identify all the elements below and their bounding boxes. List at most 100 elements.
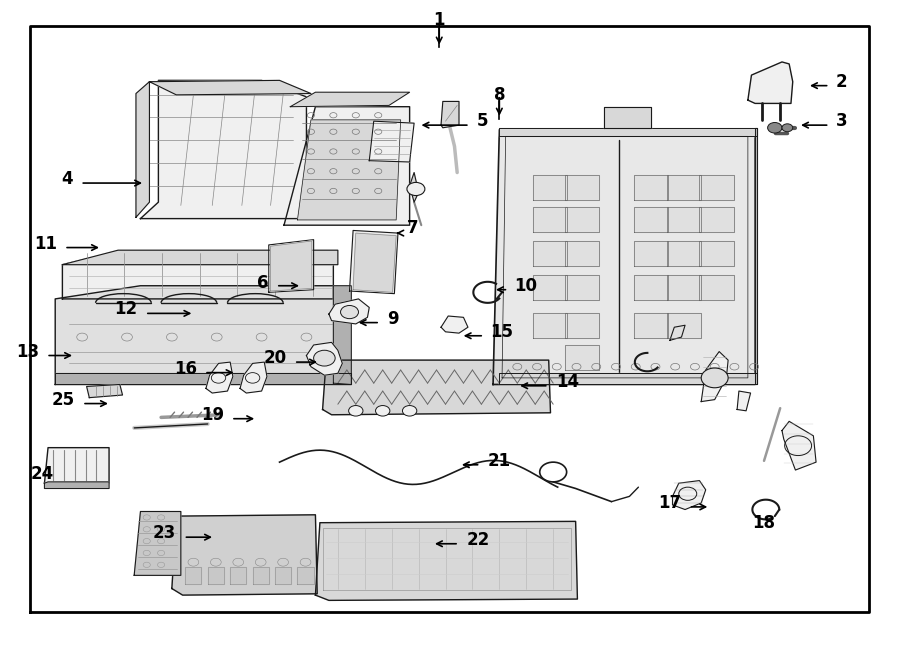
Polygon shape (533, 207, 567, 232)
Polygon shape (328, 299, 369, 324)
Polygon shape (441, 316, 468, 333)
Polygon shape (755, 128, 757, 385)
Text: 25: 25 (52, 391, 75, 408)
Polygon shape (136, 82, 149, 217)
Circle shape (340, 305, 358, 319)
Text: 4: 4 (61, 170, 73, 188)
Polygon shape (500, 373, 757, 385)
Polygon shape (240, 362, 267, 393)
Polygon shape (44, 447, 109, 483)
Polygon shape (667, 241, 701, 266)
Polygon shape (634, 313, 668, 338)
Polygon shape (699, 175, 734, 200)
Polygon shape (441, 101, 459, 128)
Polygon shape (44, 482, 109, 488)
Polygon shape (369, 121, 414, 162)
Text: 21: 21 (488, 452, 511, 470)
Text: 1: 1 (434, 11, 445, 29)
Polygon shape (634, 275, 668, 300)
Polygon shape (208, 567, 224, 584)
Circle shape (407, 182, 425, 196)
Text: 2: 2 (836, 73, 848, 91)
Polygon shape (667, 275, 701, 300)
Polygon shape (322, 360, 551, 414)
Polygon shape (62, 252, 333, 299)
Polygon shape (55, 373, 351, 385)
Polygon shape (701, 352, 728, 402)
Circle shape (701, 368, 728, 388)
Circle shape (375, 406, 390, 416)
Circle shape (768, 122, 782, 133)
Polygon shape (275, 567, 292, 584)
Text: 18: 18 (752, 514, 775, 531)
Text: 22: 22 (466, 531, 490, 549)
Polygon shape (410, 173, 418, 202)
Polygon shape (55, 286, 351, 385)
Polygon shape (30, 26, 869, 612)
Polygon shape (86, 385, 122, 398)
Polygon shape (315, 522, 578, 600)
Polygon shape (172, 515, 317, 595)
Text: 6: 6 (257, 274, 269, 292)
Text: 11: 11 (34, 235, 57, 253)
Polygon shape (667, 207, 701, 232)
Text: 12: 12 (114, 301, 138, 319)
Polygon shape (667, 175, 701, 200)
Circle shape (313, 350, 335, 366)
Polygon shape (533, 241, 567, 266)
Polygon shape (565, 313, 599, 338)
Polygon shape (134, 512, 181, 575)
Polygon shape (634, 175, 668, 200)
Polygon shape (230, 567, 247, 584)
Polygon shape (604, 106, 651, 128)
Polygon shape (699, 207, 734, 232)
Polygon shape (748, 62, 793, 103)
Polygon shape (185, 567, 202, 584)
Polygon shape (670, 325, 685, 340)
Polygon shape (565, 207, 599, 232)
Polygon shape (699, 275, 734, 300)
Polygon shape (269, 240, 313, 292)
Text: 20: 20 (264, 349, 287, 367)
Circle shape (782, 124, 793, 132)
Circle shape (348, 406, 363, 416)
Text: 19: 19 (201, 406, 224, 424)
Polygon shape (298, 120, 400, 220)
Polygon shape (533, 175, 567, 200)
Text: 10: 10 (515, 277, 537, 295)
Polygon shape (737, 391, 751, 410)
Polygon shape (782, 421, 816, 470)
Polygon shape (206, 362, 233, 393)
Polygon shape (699, 241, 734, 266)
Polygon shape (140, 81, 306, 219)
Text: 16: 16 (174, 360, 197, 377)
Polygon shape (271, 241, 311, 291)
Text: 15: 15 (491, 323, 513, 341)
Polygon shape (349, 231, 398, 293)
Polygon shape (149, 81, 310, 95)
Text: 9: 9 (387, 309, 399, 328)
Polygon shape (533, 313, 567, 338)
Text: 3: 3 (836, 112, 848, 130)
Polygon shape (253, 567, 269, 584)
Polygon shape (667, 313, 701, 338)
Polygon shape (493, 130, 755, 385)
Polygon shape (634, 241, 668, 266)
Polygon shape (565, 275, 599, 300)
Polygon shape (672, 481, 706, 510)
Text: 7: 7 (407, 219, 418, 237)
Polygon shape (353, 233, 396, 292)
Polygon shape (533, 275, 567, 300)
Text: 23: 23 (153, 524, 176, 542)
Polygon shape (298, 567, 313, 584)
Polygon shape (500, 128, 757, 136)
Polygon shape (284, 106, 410, 225)
Polygon shape (306, 342, 342, 375)
Text: 13: 13 (16, 342, 39, 360)
Polygon shape (565, 345, 599, 370)
Polygon shape (565, 241, 599, 266)
Polygon shape (62, 251, 338, 264)
Circle shape (402, 406, 417, 416)
Text: 17: 17 (659, 494, 681, 512)
Text: 8: 8 (493, 86, 505, 104)
